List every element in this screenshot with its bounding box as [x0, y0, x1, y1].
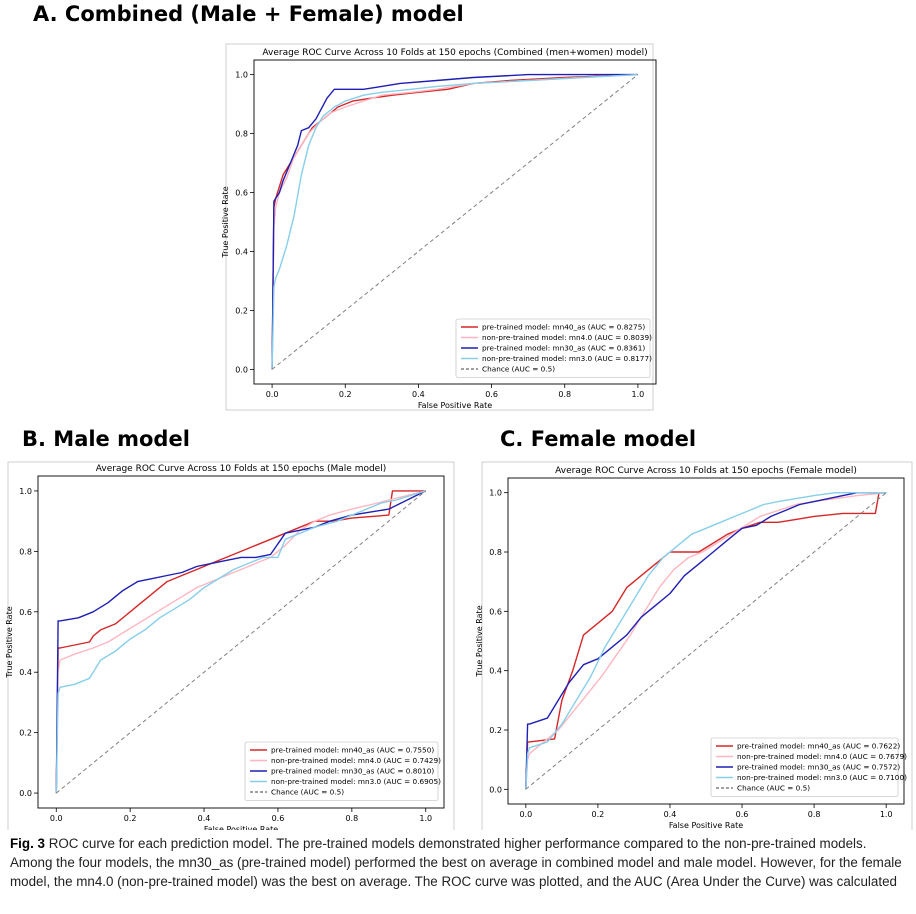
x-tick-label: 0.2	[124, 814, 137, 823]
y-tick-label: 0.8	[19, 547, 32, 556]
legend-label: non-pre-trained model: mn3.0 (AUC = 0.71…	[737, 773, 907, 782]
chart-title: Average ROC Curve Across 10 Folds at 150…	[555, 466, 857, 476]
chance-line	[271, 74, 639, 370]
y-tick-label: 1.0	[489, 489, 502, 498]
legend-label: non-pre-trained model: mn3.0 (AUC = 0.69…	[271, 777, 441, 786]
x-tick-label: 1.0	[419, 814, 432, 823]
roc-series-4	[525, 492, 887, 790]
axes-frame	[253, 59, 657, 385]
legend-label: pre-trained model: mn40_as (AUC = 0.7622…	[737, 742, 900, 751]
x-axis-label: False Positive Rate	[669, 821, 743, 830]
legend: pre-trained model: mn40_as (AUC = 0.8275…	[455, 318, 652, 378]
roc-series-3	[271, 73, 638, 370]
x-tick-label: 0.2	[339, 390, 352, 399]
figure-frame	[481, 461, 913, 830]
y-tick-label: 0.2	[489, 726, 502, 735]
y-tick-label: 0.0	[235, 365, 248, 374]
x-tick-label: 0.2	[592, 810, 605, 819]
chart-title: Average ROC Curve Across 10 Folds at 150…	[96, 464, 386, 474]
y-tick-label: 1.0	[19, 487, 32, 496]
roc-series-3	[525, 492, 887, 790]
figure-label: Fig. 3	[10, 836, 45, 851]
x-tick-label: 0.4	[412, 390, 425, 399]
y-tick-label: 0.0	[19, 789, 32, 798]
legend-label: pre-trained model: mn30_as (AUC = 0.7572…	[737, 763, 900, 772]
x-tick-label: 0.6	[272, 814, 285, 823]
x-axis-label: False Positive Rate	[204, 825, 278, 830]
roc-series-4	[55, 490, 426, 794]
roc-series-2	[55, 490, 426, 794]
y-tick-label: 1.0	[235, 71, 248, 80]
x-tick-label: 0.8	[558, 390, 571, 399]
x-tick-label: 0.6	[736, 810, 749, 819]
legend-label: non-pre-trained model: mn3.0 (AUC = 0.81…	[482, 354, 652, 363]
y-tick-label: 0.8	[489, 548, 502, 557]
legend: pre-trained model: mn40_as (AUC = 0.7550…	[244, 741, 441, 801]
x-axis-label: False Positive Rate	[418, 401, 492, 410]
legend-label: non-pre-trained model: mn4.0 (AUC = 0.76…	[737, 752, 907, 761]
chance-line	[525, 492, 887, 790]
y-tick-label: 0.6	[235, 189, 248, 198]
x-tick-label: 0.4	[664, 810, 677, 819]
chance-line	[55, 490, 427, 794]
legend-box	[244, 741, 439, 801]
chart-male: Average ROC Curve Across 10 Folds at 150…	[5, 461, 455, 830]
x-tick-label: 0.0	[50, 814, 63, 823]
legend-label: non-pre-trained model: mn4.0 (AUC = 0.80…	[482, 333, 652, 342]
legend-label: pre-trained model: mn30_as (AUC = 0.8361…	[482, 344, 645, 353]
figure-caption-text: ROC curve for each prediction model. The…	[10, 836, 902, 889]
x-tick-label: 1.0	[632, 390, 645, 399]
axes-frame	[507, 477, 905, 805]
chart-title: Average ROC Curve Across 10 Folds at 150…	[262, 48, 647, 58]
y-axis-label: True Positive Rate	[475, 605, 484, 677]
y-tick-label: 0.4	[19, 668, 32, 677]
roc-series-1	[525, 492, 887, 790]
y-axis-label: True Positive Rate	[221, 186, 230, 258]
x-tick-label: 0.6	[485, 390, 498, 399]
legend-label: non-pre-trained model: mn4.0 (AUC = 0.74…	[271, 756, 441, 765]
x-tick-label: 0.0	[519, 810, 532, 819]
y-tick-label: 0.2	[235, 306, 248, 315]
x-tick-label: 0.0	[266, 390, 279, 399]
figure-caption: Fig. 3 ROC curve for each prediction mod…	[10, 834, 910, 891]
chart-combined: Average ROC Curve Across 10 Folds at 150…	[221, 43, 657, 411]
x-tick-label: 0.4	[198, 814, 211, 823]
legend-label: Chance (AUC = 0.5)	[271, 788, 344, 797]
roc-series-2	[525, 492, 887, 790]
legend-label: pre-trained model: mn30_as (AUC = 0.8010…	[271, 767, 434, 776]
legend-label: Chance (AUC = 0.5)	[482, 365, 555, 374]
x-tick-label: 0.8	[345, 814, 358, 823]
roc-series-1	[55, 490, 426, 794]
figure-frame	[7, 461, 455, 830]
y-tick-label: 0.6	[19, 608, 32, 617]
legend-label: Chance (AUC = 0.5)	[737, 784, 810, 793]
y-tick-label: 0.2	[19, 729, 32, 738]
roc-charts: Average ROC Curve Across 10 Folds at 150…	[5, 43, 913, 830]
legend-box	[710, 737, 899, 797]
y-tick-label: 0.4	[235, 247, 248, 256]
legend: pre-trained model: mn40_as (AUC = 0.7622…	[710, 737, 907, 797]
axes-frame	[37, 475, 445, 809]
chart-female: Average ROC Curve Across 10 Folds at 150…	[475, 461, 913, 830]
x-tick-label: 0.8	[808, 810, 821, 819]
panel-a-title: A. Combined (Male + Female) model	[33, 2, 464, 26]
roc-series-3	[55, 490, 427, 794]
panel-c-title: C. Female model	[500, 427, 697, 451]
panel-b-title: B. Male model	[22, 427, 190, 451]
y-tick-label: 0.6	[489, 607, 502, 616]
figure-frame	[225, 43, 654, 411]
legend-label: pre-trained model: mn40_as (AUC = 0.7550…	[271, 746, 434, 755]
y-tick-label: 0.0	[489, 785, 502, 794]
y-axis-label: True Positive Rate	[5, 606, 14, 678]
roc-series-4	[271, 73, 638, 370]
legend-box	[455, 318, 651, 378]
legend-label: pre-trained model: mn40_as (AUC = 0.8275…	[482, 323, 645, 332]
y-tick-label: 0.8	[235, 130, 248, 139]
y-tick-label: 0.4	[489, 667, 502, 676]
x-tick-label: 1.0	[880, 810, 893, 819]
